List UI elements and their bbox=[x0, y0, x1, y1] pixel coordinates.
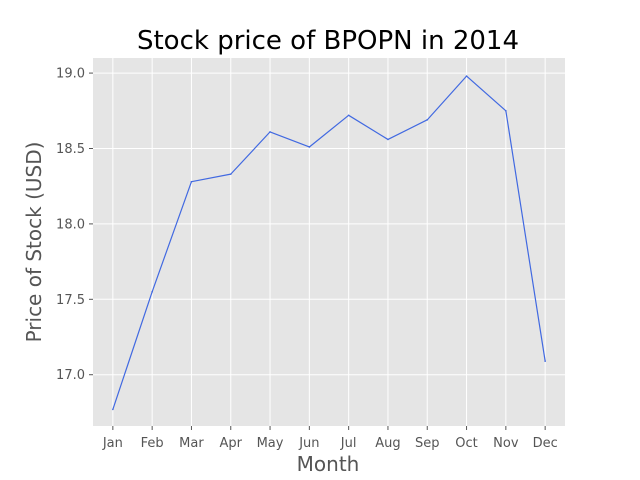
data-point bbox=[269, 131, 271, 133]
series-group bbox=[112, 75, 546, 411]
data-point bbox=[387, 138, 389, 141]
data-point bbox=[347, 114, 350, 117]
grid-lines bbox=[93, 58, 565, 426]
x-tick-label: Mar bbox=[179, 436, 204, 451]
data-point bbox=[308, 146, 311, 148]
x-tick-label: Feb bbox=[141, 436, 164, 451]
x-tick-label: Dec bbox=[533, 436, 558, 451]
y-axis-ticks: 17.0 17.5 18.0 18.5 19.0 bbox=[56, 67, 93, 383]
x-tick-label: Jul bbox=[340, 436, 357, 451]
y-tick-label: 19.0 bbox=[56, 67, 85, 82]
y-axis-label: Price of Stock (USD) bbox=[22, 142, 46, 343]
y-tick-label: 18.0 bbox=[56, 217, 85, 232]
data-point bbox=[505, 109, 507, 112]
x-tick-label: Sep bbox=[415, 436, 440, 451]
x-axis-ticks: Jan Feb Mar Apr May Jun Jul Aug Sep Oct Nov Dec bbox=[102, 426, 558, 451]
data-point bbox=[544, 360, 546, 362]
series-line bbox=[112, 75, 546, 410]
plot-area bbox=[93, 58, 565, 426]
data-point bbox=[112, 408, 114, 411]
data-point bbox=[229, 173, 232, 175]
data-point bbox=[190, 180, 193, 183]
x-tick-label: Jan bbox=[102, 436, 123, 451]
data-point bbox=[426, 119, 429, 121]
x-tick-label: Nov bbox=[493, 436, 519, 451]
y-tick-label: 17.5 bbox=[56, 293, 85, 308]
data-point bbox=[465, 75, 468, 77]
x-tick-label: Aug bbox=[375, 436, 400, 451]
x-axis-label: Month bbox=[297, 452, 360, 476]
x-tick-label: May bbox=[257, 436, 284, 451]
x-tick-label: Apr bbox=[220, 436, 243, 451]
x-tick-label: Oct bbox=[455, 436, 477, 451]
data-point bbox=[151, 290, 153, 293]
y-tick-label: 18.5 bbox=[56, 142, 85, 157]
x-tick-label: Jun bbox=[298, 436, 319, 451]
y-tick-label: 17.0 bbox=[56, 368, 85, 383]
chart-title: Stock price of BPOPN in 2014 bbox=[137, 26, 519, 56]
